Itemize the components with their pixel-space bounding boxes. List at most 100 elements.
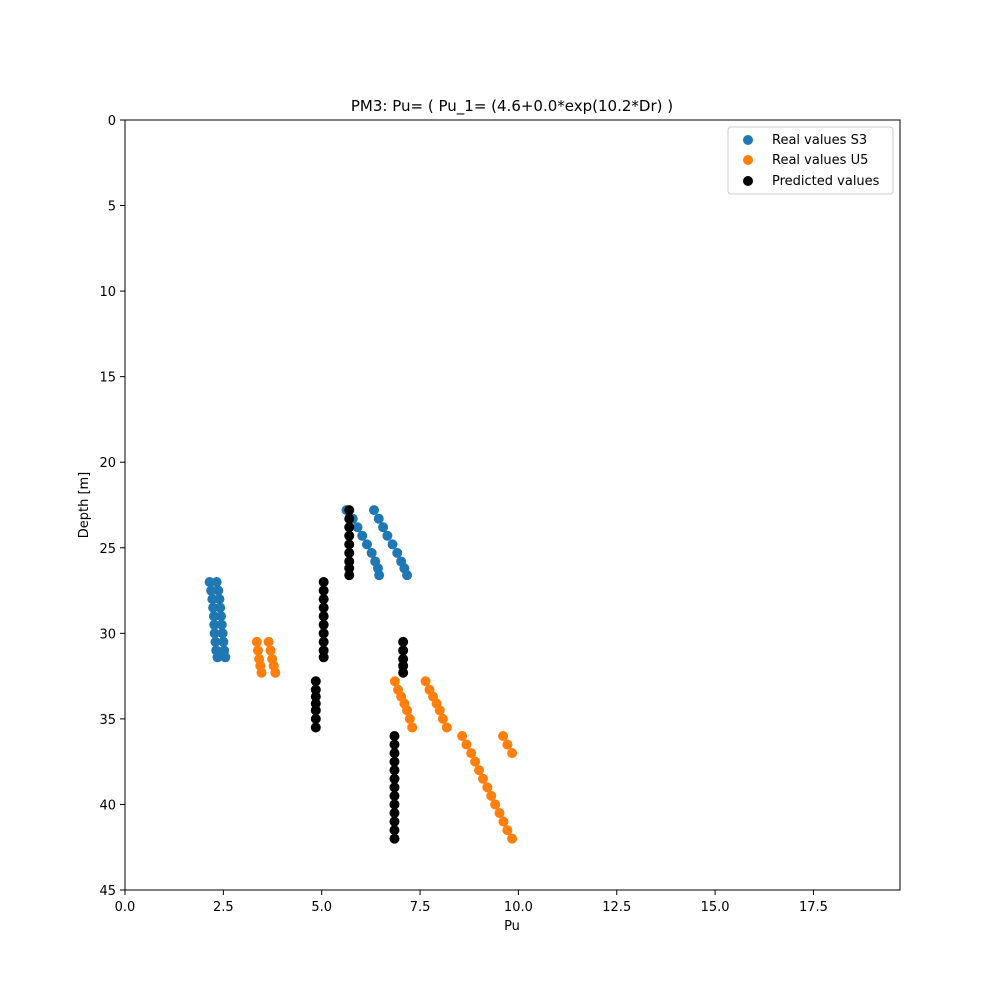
data-point-predicted — [344, 513, 355, 524]
data-point-s3 — [208, 611, 219, 622]
data-point-predicted — [344, 505, 355, 516]
y-tick-label: 15 — [99, 371, 116, 386]
data-point-s3 — [209, 628, 220, 639]
y-tick-label: 0 — [108, 114, 116, 129]
y-tick-label: 25 — [99, 542, 116, 557]
data-point-predicted — [310, 705, 321, 716]
data-point-s3 — [387, 539, 398, 550]
data-point-predicted — [389, 808, 400, 818]
legend-label-predicted: Predicted values — [772, 174, 880, 189]
legend-marker-predicted — [743, 176, 753, 186]
data-point-predicted — [389, 748, 400, 759]
data-point-u5 — [507, 748, 518, 759]
data-point-s3 — [215, 611, 226, 622]
data-point-u5 — [263, 636, 274, 647]
data-point-predicted — [398, 654, 409, 664]
data-point-predicted — [398, 636, 409, 647]
data-point-predicted — [344, 547, 355, 558]
data-point-predicted — [389, 773, 400, 784]
legend-marker-u5 — [743, 155, 753, 165]
data-point-u5 — [420, 676, 431, 687]
data-point-s3 — [215, 602, 226, 613]
data-point-predicted — [310, 684, 321, 695]
data-point-predicted — [398, 660, 409, 671]
data-point-u5 — [270, 667, 281, 678]
data-point-u5 — [494, 808, 505, 818]
legend-box — [727, 126, 894, 195]
data-point-s3 — [374, 570, 385, 581]
data-point-predicted — [310, 676, 321, 687]
data-point-s3 — [212, 652, 223, 663]
data-point-s3 — [208, 602, 219, 613]
data-point-u5 — [507, 833, 518, 844]
data-point-s3 — [382, 530, 393, 541]
data-point-predicted — [389, 816, 400, 827]
data-point-u5 — [404, 713, 415, 724]
data-point-s3 — [216, 619, 227, 630]
data-point-predicted — [389, 731, 400, 741]
data-point-predicted — [310, 698, 321, 709]
data-point-predicted — [310, 713, 321, 724]
data-point-s3 — [211, 577, 222, 587]
data-point-predicted — [389, 833, 400, 844]
data-point-predicted — [398, 667, 409, 678]
data-point-s3 — [207, 594, 218, 605]
plot-frame — [124, 119, 901, 891]
data-point-predicted — [318, 577, 329, 587]
y-tick-label: 5 — [108, 200, 116, 215]
data-point-predicted — [389, 799, 400, 810]
x-axis-ticks: 0.0 2.5 5.0 7.5 10.0 12.5 15.0 17.5 — [115, 890, 828, 915]
data-point-u5 — [490, 799, 501, 810]
data-point-s3 — [357, 530, 368, 541]
legend-label-s3: Real values S3 — [772, 133, 867, 148]
data-point-u5 — [461, 739, 472, 750]
data-point-s3 — [206, 585, 217, 596]
data-point-s3 — [217, 628, 228, 639]
data-point-u5 — [402, 705, 413, 716]
data-point-predicted — [389, 790, 400, 801]
x-tick-label: 2.5 — [213, 900, 234, 915]
data-point-predicted — [310, 691, 321, 702]
data-point-u5 — [265, 645, 276, 656]
data-point-predicted — [344, 570, 355, 581]
data-point-s3 — [209, 619, 220, 630]
data-point-u5 — [502, 739, 513, 750]
data-point-predicted — [318, 602, 329, 613]
y-axis-ticks: 0 5 10 15 20 25 30 35 40 45 — [99, 114, 125, 899]
data-point-u5 — [437, 713, 448, 724]
data-point-predicted — [344, 539, 355, 550]
data-point-predicted — [344, 563, 355, 574]
x-tick-label: 15.0 — [701, 900, 730, 915]
data-point-u5 — [407, 722, 418, 733]
data-point-predicted — [344, 530, 355, 541]
data-point-predicted — [389, 765, 400, 776]
data-point-predicted — [310, 722, 321, 733]
data-point-predicted — [318, 611, 329, 622]
x-tick-label: 5.0 — [311, 900, 332, 915]
legend-marker-s3 — [743, 135, 753, 145]
data-point-u5 — [498, 816, 509, 827]
plot-area — [125, 120, 900, 890]
data-point-predicted — [318, 585, 329, 596]
y-tick-label: 10 — [99, 285, 116, 300]
x-tick-label: 0.0 — [115, 900, 136, 915]
y-axis-label: Depth [m] — [77, 472, 92, 539]
data-point-u5 — [470, 756, 481, 767]
chart-title: PM3: Pu= ( Pu_1= (4.6+0.0*exp(10.2*Dr) ) — [351, 97, 673, 116]
data-point-predicted — [318, 619, 329, 630]
data-point-predicted — [389, 782, 400, 793]
data-point-s3 — [220, 652, 231, 663]
data-point-s3 — [204, 577, 215, 587]
y-tick-label: 30 — [99, 627, 116, 642]
x-axis-label: Pu — [504, 919, 520, 934]
data-point-u5 — [482, 782, 493, 793]
data-point-u5 — [466, 748, 477, 759]
data-point-s3 — [392, 547, 403, 558]
data-point-u5 — [486, 790, 497, 801]
data-point-predicted — [318, 636, 329, 647]
data-point-u5 — [389, 676, 400, 687]
legend-label-u5: Real values U5 — [772, 153, 868, 168]
data-point-s3 — [214, 594, 225, 605]
